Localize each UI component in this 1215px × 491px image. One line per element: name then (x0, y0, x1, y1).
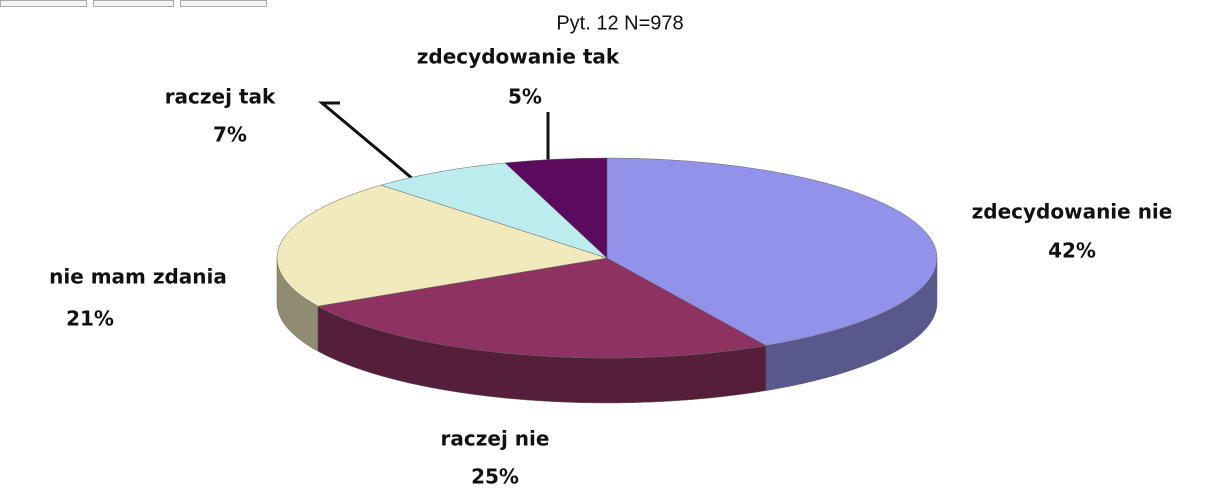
toolbar-button[interactable] (180, 0, 267, 7)
slice-label: zdecydowanie tak (417, 45, 620, 69)
slice-value-label: 7% (213, 123, 247, 147)
slice-label: zdecydowanie nie (972, 200, 1173, 224)
slice-value-label: 25% (471, 465, 519, 489)
slice-value-label: 21% (66, 307, 114, 331)
leader-line (317, 101, 433, 197)
slice-value-label: 5% (508, 85, 542, 109)
slice (504, 157, 608, 259)
pie (276, 157, 938, 404)
slice (606, 157, 938, 346)
chart-title: Pyt. 12 N=978 (556, 12, 683, 34)
slice-label: nie mam zdania (49, 265, 227, 289)
slice-label: raczej tak (165, 85, 276, 109)
slice-value-label: 42% (1048, 239, 1096, 263)
slice (317, 257, 767, 359)
toolbar-button[interactable] (93, 0, 174, 7)
slice (380, 162, 608, 259)
slice-label: raczej nie (441, 427, 550, 451)
slice (276, 184, 608, 307)
toolbar-button[interactable] (0, 0, 87, 7)
